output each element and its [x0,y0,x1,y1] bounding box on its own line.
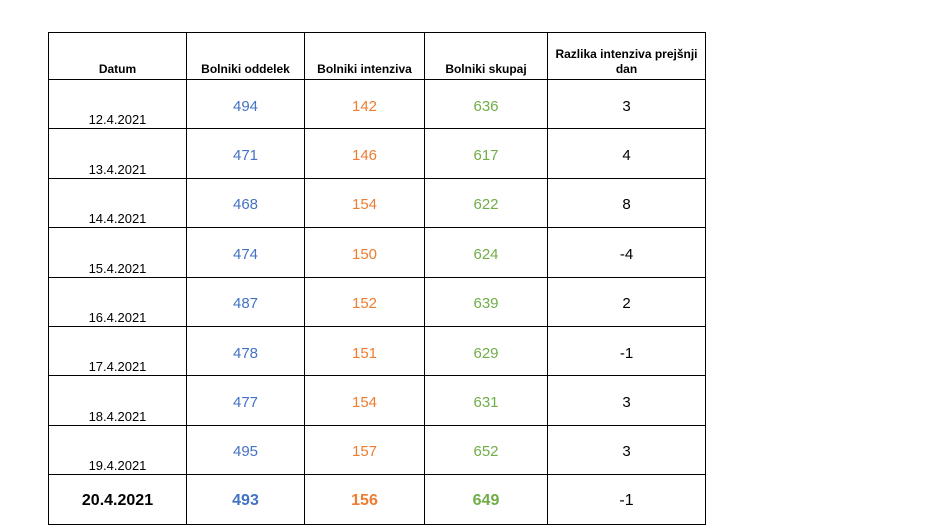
value-cell: 142 [304,78,425,130]
value-cell: 478 [186,325,305,377]
value-cell: 3 [547,375,706,426]
table-row: 19.4.2021 495 157 652 3 [48,424,706,476]
date-cell: 16.4.2021 [48,276,187,327]
date-cell: 17.4.2021 [48,325,187,377]
date-cell: 20.4.2021 [48,474,187,525]
value-cell: 156 [304,474,425,525]
date-cell: 19.4.2021 [48,424,187,476]
table-body: 12.4.2021 494 142 636 3 13.4.2021 471 146 617 4 14… [48,78,706,525]
value-cell: 639 [424,276,548,327]
header-cell: Datum [48,32,187,80]
value-cell: 495 [186,424,305,476]
header-cell: Bolniki skupaj [424,32,548,80]
date-cell: 13.4.2021 [48,128,187,179]
date-cell: 14.4.2021 [48,177,187,229]
table-row: 13.4.2021 471 146 617 4 [48,128,706,179]
value-cell: 8 [547,177,706,229]
value-cell: 487 [186,276,305,327]
value-cell: 477 [186,375,305,426]
value-cell: 3 [547,424,706,476]
value-cell: -1 [547,325,706,377]
value-cell: 624 [424,227,548,278]
value-cell: 629 [424,325,548,377]
header-cell: Bolniki intenziva [304,32,425,80]
value-cell: 152 [304,276,425,327]
value-cell: 468 [186,177,305,229]
value-cell: 150 [304,227,425,278]
value-cell: 2 [547,276,706,327]
value-cell: 652 [424,424,548,476]
value-cell: 649 [424,474,548,525]
value-cell: 154 [304,375,425,426]
value-cell: 151 [304,325,425,377]
value-cell: 146 [304,128,425,179]
header-row: Datum Bolniki oddelek Bolniki intenziva Bol… [48,32,706,80]
hospital-table: Datum Bolniki oddelek Bolniki intenziva Bol… [48,32,706,525]
table-row: 15.4.2021 474 150 624 -4 [48,227,706,278]
date-cell: 12.4.2021 [48,78,187,130]
table-head: Datum Bolniki oddelek Bolniki intenziva Bol… [48,32,706,80]
value-cell: 494 [186,78,305,130]
header-cell: Razlika intenziva prejšnji dan [547,32,706,80]
table-row: 20.4.2021 493 156 649 -1 [48,474,706,525]
table-row: 16.4.2021 487 152 639 2 [48,276,706,327]
value-cell: 154 [304,177,425,229]
value-cell: 3 [547,78,706,130]
value-cell: 474 [186,227,305,278]
value-cell: 493 [186,474,305,525]
value-cell: 631 [424,375,548,426]
value-cell: -4 [547,227,706,278]
table-row: 12.4.2021 494 142 636 3 [48,78,706,130]
date-cell: 15.4.2021 [48,227,187,278]
value-cell: 617 [424,128,548,179]
value-cell: 622 [424,177,548,229]
value-cell: 4 [547,128,706,179]
value-cell: 636 [424,78,548,130]
value-cell: 471 [186,128,305,179]
table-row: 18.4.2021 477 154 631 3 [48,375,706,426]
date-cell: 18.4.2021 [48,375,187,426]
table-row: 17.4.2021 478 151 629 -1 [48,325,706,377]
value-cell: 157 [304,424,425,476]
header-cell: Bolniki oddelek [186,32,305,80]
table-row: 14.4.2021 468 154 622 8 [48,177,706,229]
value-cell: -1 [547,474,706,525]
